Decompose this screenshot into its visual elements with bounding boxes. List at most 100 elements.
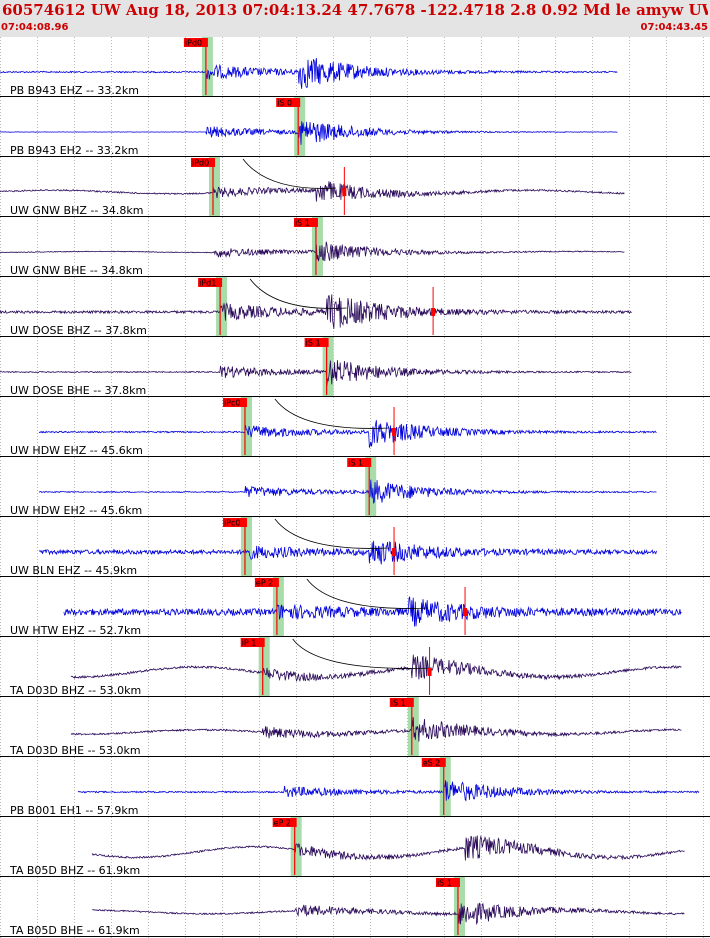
pick-label: iPd1 — [199, 279, 216, 288]
waveform — [91, 835, 685, 861]
pick-flag — [272, 818, 297, 827]
pick-flag — [222, 398, 247, 407]
waveform — [0, 121, 618, 145]
pick-window — [439, 757, 451, 817]
end-time: 07:04:43.45 — [640, 22, 708, 33]
trace-row: eP 2 UW HTW EHZ -- 52.7km — [0, 577, 710, 637]
pick-flag — [276, 98, 301, 107]
waveform — [0, 58, 618, 89]
pick-label: iS 0 — [277, 99, 292, 108]
pick-flag — [435, 878, 460, 887]
event-title: 60574612 UW Aug 18, 2013 07:04:13.24 47.… — [2, 1, 708, 19]
trace-row: eP 2 TA B05D BHZ -- 61.9km — [0, 817, 710, 877]
waveform — [0, 360, 632, 386]
trace-row: iPd1 UW DOSE BHZ -- 37.8km — [0, 277, 710, 337]
pick-label: iS 1 — [295, 219, 310, 228]
pick-label: iS 1 — [437, 879, 452, 888]
pick-window — [240, 517, 252, 577]
coda-marker-tick — [392, 428, 397, 436]
travel-time-curve — [274, 518, 390, 549]
trace-label: TA D03D BHZ -- 53.0km — [9, 684, 141, 697]
trace-label: TA B05D BHE -- 61.9km — [9, 924, 140, 937]
time-grid — [0, 37, 704, 938]
pick-label: iS 1 — [348, 459, 363, 468]
event-header: 60574612 UW Aug 18, 2013 07:04:13.24 47.… — [0, 0, 710, 37]
trace-label: UW DOSE BHE -- 37.8km — [10, 384, 146, 397]
trace-row: iPc0 UW HDW EHZ -- 45.6km — [0, 397, 710, 457]
waveform — [38, 540, 657, 565]
pick-window — [272, 577, 284, 637]
pick-flag — [347, 458, 372, 467]
trace-row: iPc0 UW BLN EHZ -- 45.9km — [0, 517, 710, 577]
pick-label: eP 2 — [256, 579, 273, 588]
travel-time-curve — [274, 398, 390, 429]
trace-label: TA D03D BHE -- 53.0km — [9, 744, 141, 757]
pick-flag — [198, 278, 223, 287]
pick-window — [453, 877, 465, 937]
start-time: 07:04:08.96 — [1, 22, 69, 33]
trace-row: iP 1 TA D03D BHZ -- 53.0km — [0, 637, 710, 697]
trace-label: PB B943 EHZ -- 33.2km — [10, 84, 139, 97]
trace-label: UW BLN EHZ -- 45.9km — [10, 564, 137, 577]
waveform — [0, 294, 632, 329]
trace-label: UW DOSE BHZ -- 37.8km — [10, 324, 147, 337]
travel-time-curve — [242, 158, 336, 189]
trace-row: iS 1 TA D03D BHE -- 53.0km — [0, 697, 710, 757]
pick-flag — [293, 218, 318, 227]
pick-flag — [304, 338, 329, 347]
pick-window — [258, 637, 270, 697]
pick-label: iP 1 — [242, 639, 257, 648]
pick-label: iPc0 — [224, 399, 241, 408]
waveform — [0, 241, 625, 262]
pick-flag — [191, 158, 215, 167]
trace-row: iS 1 UW DOSE BHE -- 37.8km — [0, 337, 710, 397]
waveform — [70, 716, 682, 742]
trace-row: eS 2 PB B001 EH1 -- 57.9km — [0, 757, 710, 817]
waveform — [77, 780, 700, 802]
pick-flag — [254, 578, 279, 587]
trace-label: PB B943 EH2 -- 33.2km — [10, 144, 138, 157]
pick-flag — [183, 38, 208, 47]
coda-marker-tick — [427, 668, 432, 676]
coda-marker-tick — [463, 608, 468, 616]
pick-flag — [389, 698, 414, 707]
pick-flag — [240, 638, 265, 647]
trace-label: UW GNW BHZ -- 34.8km — [10, 204, 143, 217]
trace-label: UW HDW EHZ -- 45.6km — [10, 444, 143, 457]
pick-label: iPc0 — [224, 519, 241, 528]
trace-row: iPd0 UW GNW BHZ -- 34.8km — [0, 157, 710, 217]
waveform — [38, 420, 657, 448]
trace-label: UW HTW EHZ -- 52.7km — [10, 624, 141, 637]
waveform-plot: iPd0 PB B943 EHZ -- 33.2km iS 0 PB B943 EH2… — [0, 37, 710, 938]
trace-row: iS 1 UW HDW EH2 -- 45.6km — [0, 457, 710, 517]
travel-time-curve — [306, 578, 429, 609]
pick-window — [322, 337, 334, 397]
coda-marker-tick — [392, 548, 397, 556]
coda-marker-tick — [431, 308, 436, 316]
pick-flag — [222, 518, 247, 527]
waveform — [70, 654, 682, 682]
trace-row: iS 1 TA B05D BHE -- 61.9km — [0, 877, 710, 937]
pick-window — [209, 157, 220, 217]
trace-label: TA B05D BHZ -- 61.9km — [9, 864, 140, 877]
pick-label: iPd0 — [192, 159, 209, 168]
pick-window — [311, 217, 323, 277]
waveform — [92, 902, 685, 926]
pick-label: iS 1 — [306, 339, 321, 348]
pick-label: iS 1 — [391, 699, 406, 708]
trace-row: iS 0 PB B943 EH2 -- 33.2km — [0, 97, 710, 157]
pick-label: eP 2 — [274, 819, 291, 828]
trace-row: iS 1 UW GNW BHE -- 34.8km — [0, 217, 710, 277]
coda-marker-tick — [342, 188, 347, 196]
travel-time-curve — [292, 638, 432, 669]
trace-label: PB B001 EH1 -- 57.9km — [10, 804, 138, 817]
pick-window — [201, 37, 213, 97]
waveform — [38, 479, 657, 505]
travel-time-curve — [249, 278, 347, 309]
trace-row: iPd0 PB B943 EHZ -- 33.2km — [0, 37, 710, 97]
trace-label: UW HDW EH2 -- 45.6km — [10, 504, 142, 517]
waveform — [0, 181, 625, 202]
pick-label: iPd0 — [185, 39, 202, 48]
trace-label: UW GNW BHE -- 34.8km — [10, 264, 143, 277]
